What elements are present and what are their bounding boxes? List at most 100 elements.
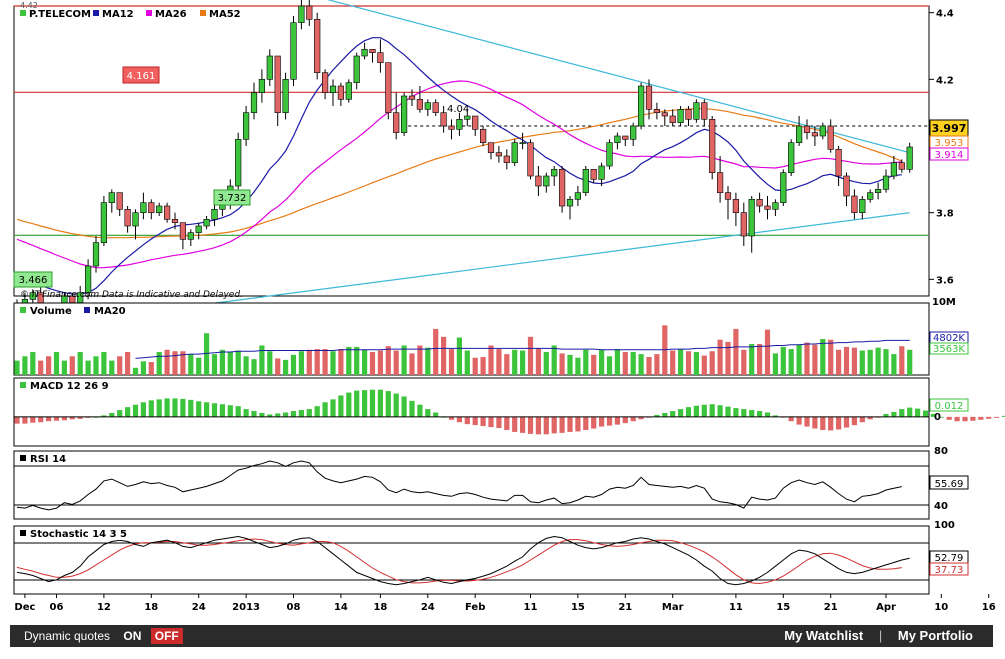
volume-bar — [733, 328, 739, 375]
candle-body — [867, 192, 874, 200]
candle-body — [740, 212, 747, 237]
macd-bar — [741, 409, 747, 417]
macd-bar — [891, 412, 897, 417]
macd-bar — [685, 407, 692, 417]
macd-bar — [938, 416, 944, 418]
volume-bar — [346, 346, 352, 375]
volume-bar — [377, 350, 383, 375]
volume-bar — [417, 345, 423, 375]
legend-swatch-stoch — [20, 530, 26, 536]
macd-bar — [843, 416, 850, 428]
volume-bar — [630, 351, 636, 375]
dynamic-quotes-label: Dynamic quotes — [24, 629, 111, 643]
macd-bar — [488, 416, 494, 428]
macd-bar — [662, 412, 668, 417]
x-tick-label: 24 — [421, 602, 435, 613]
macd-bar — [859, 416, 865, 423]
macd-bar — [267, 414, 273, 417]
candle-body — [448, 125, 455, 130]
dynamic-quotes: Dynamic quotes ON OFF — [24, 628, 183, 644]
legend-ma26: MA26 — [155, 9, 187, 20]
my-portfolio-link[interactable]: My Portfolio — [897, 628, 973, 643]
y-tick-label: 4.4 — [936, 9, 954, 20]
stoch-k-value: 52.79 — [935, 553, 964, 564]
rsi-40-label: 40 — [934, 501, 948, 512]
macd-value-box — [929, 398, 969, 412]
ma26-line — [16, 80, 902, 269]
candle-body — [748, 199, 755, 237]
x-tick-label: 21 — [618, 602, 632, 613]
volume-bar — [907, 349, 913, 375]
volume-bar — [433, 328, 439, 375]
link-separator: | — [878, 628, 883, 643]
macd-bar — [851, 416, 857, 426]
candle-body — [353, 55, 360, 83]
candle-body — [385, 62, 392, 113]
candle-body — [598, 165, 605, 180]
macd-bar — [812, 416, 818, 429]
macd-bar — [196, 401, 202, 417]
legend-vol-ma20: MA20 — [94, 306, 126, 317]
macd-bar — [61, 416, 67, 421]
macd-bar — [567, 416, 573, 432]
macd-bar — [227, 405, 233, 417]
candle-body — [701, 102, 708, 120]
macd-bar — [346, 392, 352, 417]
ma12-value-box — [929, 147, 969, 161]
candle-body — [543, 175, 550, 187]
volume-bar — [267, 351, 273, 375]
x-tick-label: 15 — [571, 602, 585, 613]
candle-body — [479, 129, 487, 143]
volume-bar — [148, 362, 154, 375]
candle-body — [203, 219, 210, 227]
candle-body — [298, 5, 305, 23]
dynamic-quotes-off-button[interactable]: OFF — [150, 628, 183, 644]
candle-body — [306, 5, 313, 20]
macd-bar — [338, 395, 344, 417]
volume-bar — [164, 349, 170, 375]
candle-body — [898, 162, 905, 170]
volume-bar — [196, 357, 202, 375]
dynamic-quotes-on-button[interactable]: ON — [123, 629, 142, 643]
volume-bar — [227, 351, 233, 375]
candle-body — [235, 139, 242, 187]
stock-chart[interactable]: 4.44.24.03.83.6 P.TELECOM MA12 MA26 MA52… — [0, 0, 1005, 625]
volume-bar — [772, 353, 778, 375]
legend-ma52: MA52 — [209, 9, 241, 20]
candle-body — [622, 135, 629, 140]
candle-body — [551, 169, 558, 177]
vol-ma-value: 4802K — [933, 333, 965, 344]
candle-body — [756, 199, 763, 207]
volume-bar — [875, 347, 881, 375]
x-tick-label: 08 — [287, 602, 301, 613]
my-watchlist-link[interactable]: My Watchlist — [784, 628, 864, 643]
macd-bar — [109, 412, 115, 417]
macd-bar — [472, 416, 478, 426]
volume-bar — [30, 351, 36, 375]
volume-bar — [638, 354, 644, 375]
macd-bar — [156, 399, 162, 417]
macd-bar — [125, 407, 131, 417]
volume-bar — [401, 345, 407, 375]
y-tick-label: 3.8 — [936, 209, 954, 220]
last-price: 3.997 — [932, 122, 967, 135]
macd-bar — [543, 416, 549, 435]
volume-bar — [338, 349, 344, 375]
chart-canvas: 4.44.24.03.83.6 P.TELECOM MA12 MA26 MA52… — [13, 0, 1005, 613]
volume-bar — [820, 339, 826, 375]
candle-body — [179, 222, 187, 240]
macd-bar — [670, 411, 676, 417]
volume-bar — [693, 351, 699, 375]
candle-body — [393, 112, 400, 133]
x-tick-label: 10 — [934, 602, 948, 613]
macd-bar — [46, 416, 52, 422]
volume-bar — [456, 337, 462, 375]
candle-body — [345, 82, 352, 100]
volume-bar — [156, 351, 162, 375]
macd-bar — [409, 400, 415, 417]
legend-swatch-ma52 — [200, 10, 206, 16]
macd-bar — [496, 416, 502, 429]
legend-volume: Volume — [30, 306, 72, 317]
x-tick-label: 24 — [192, 602, 206, 613]
candle-body — [566, 199, 574, 207]
